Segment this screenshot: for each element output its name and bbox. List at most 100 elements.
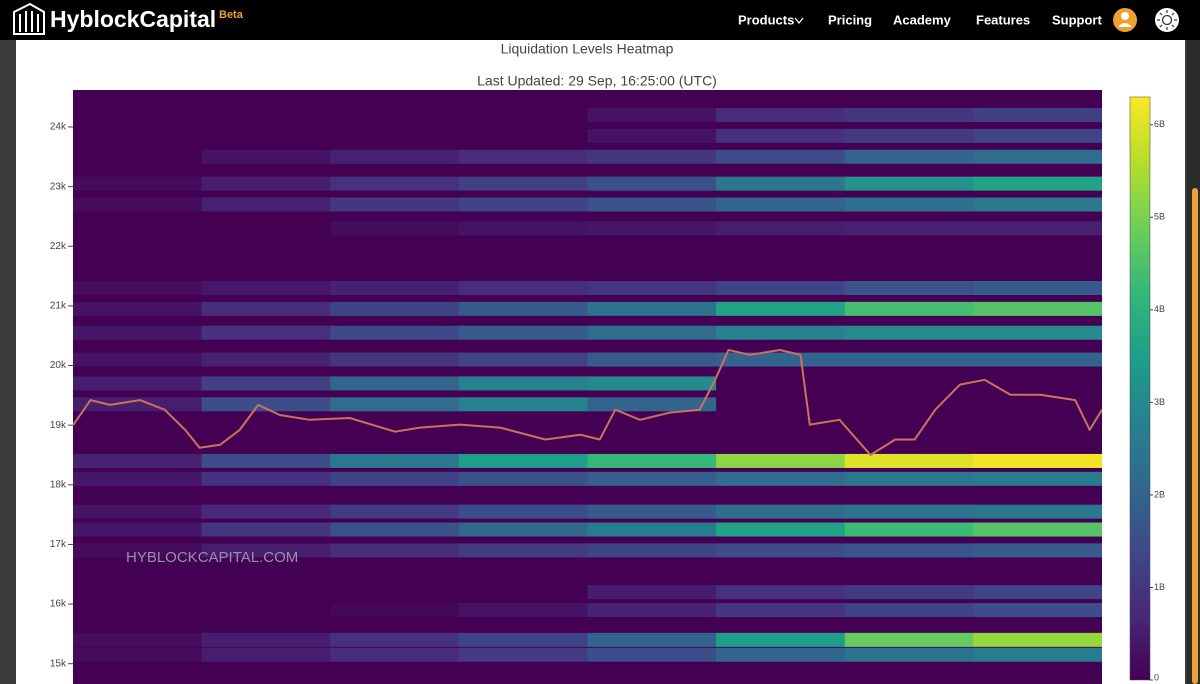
scrollbar-thumb[interactable]: [1192, 188, 1198, 684]
heat-cell: [201, 522, 331, 537]
heat-cell: [844, 471, 974, 486]
heat-cell: [330, 197, 460, 212]
nav-link[interactable]: Products: [738, 12, 794, 27]
heat-cell: [844, 397, 974, 412]
heat-cell: [844, 585, 974, 600]
heat-cell: [973, 221, 1102, 236]
y-tick-label: 24k: [50, 122, 67, 133]
heat-cell: [844, 221, 974, 236]
nav-link[interactable]: Features: [976, 12, 1030, 27]
nav-link[interactable]: Academy: [893, 12, 952, 27]
heat-cell: [201, 397, 331, 412]
heat-cell: [73, 176, 203, 191]
heat-cell: [844, 632, 974, 647]
heat-cell: [587, 471, 717, 486]
heat-cell: [458, 221, 588, 236]
colorbar-tick-label: 5B: [1154, 212, 1165, 222]
chart-subtitle: Last Updated: 29 Sep, 16:25:00 (UTC): [477, 73, 717, 89]
heat-cell: [844, 376, 974, 391]
heat-cell: [716, 301, 846, 316]
heat-cell: [844, 453, 974, 468]
y-tick-label: 20k: [50, 360, 67, 371]
heat-cell: [458, 397, 588, 412]
heat-cell: [73, 221, 203, 236]
heat-cell: [201, 149, 331, 164]
heat-cell: [587, 397, 717, 412]
heat-cell: [201, 632, 331, 647]
heat-cell: [973, 128, 1102, 143]
heat-cell: [973, 197, 1102, 212]
heat-cell: [716, 325, 846, 340]
heat-cell: [330, 128, 460, 143]
logo-icon[interactable]: [13, 2, 45, 35]
heat-cell: [973, 453, 1102, 468]
y-tick-label: 16k: [50, 599, 67, 610]
heat-cell: [458, 471, 588, 486]
heat-cell: [201, 504, 331, 519]
heat-cell: [330, 585, 460, 600]
colorbar: [1129, 96, 1151, 681]
heat-cell: [330, 647, 460, 662]
heat-cell: [716, 632, 846, 647]
heat-cell: [587, 504, 717, 519]
colorbar-tick-label: 4B: [1154, 304, 1165, 314]
heat-cell: [73, 471, 203, 486]
heat-cell: [73, 603, 203, 618]
heat-cell: [458, 543, 588, 558]
heat-cell: [716, 585, 846, 600]
heat-cell: [587, 281, 717, 295]
heat-cell: [458, 376, 588, 391]
y-tick-label: 21k: [50, 301, 67, 312]
heat-cell: [330, 543, 460, 558]
heat-cell: [73, 149, 203, 164]
heat-cell: [458, 176, 588, 191]
dropdown-caret[interactable]: [794, 17, 804, 25]
heat-cell: [458, 149, 588, 164]
heat-cell: [73, 128, 203, 143]
y-tick-label: 23k: [50, 181, 67, 192]
heat-cell: [973, 522, 1102, 537]
heat-cell: [973, 632, 1102, 647]
heat-cell: [716, 108, 846, 123]
heat-cell: [73, 325, 203, 340]
heat-cell: [587, 453, 717, 468]
colorbar-tick-label: 2B: [1154, 489, 1165, 499]
y-tick-label: 18k: [50, 479, 67, 490]
heat-cell: [973, 647, 1102, 662]
user-avatar[interactable]: [1113, 8, 1137, 32]
heat-cell: [973, 108, 1102, 123]
heat-cell: [844, 647, 974, 662]
heat-cell: [844, 108, 974, 123]
heat-cell: [458, 522, 588, 537]
heat-cell: [973, 471, 1102, 486]
heat-cell: [587, 352, 717, 367]
heat-cell: [73, 301, 203, 316]
heat-cell: [973, 149, 1102, 164]
y-tick-label: 17k: [50, 539, 67, 550]
heat-cell: [201, 128, 331, 143]
colorbar-tick-label: 6B: [1154, 119, 1165, 129]
heat-cell: [73, 647, 203, 662]
y-tick-label: 15k: [50, 658, 67, 669]
heat-cell: [73, 504, 203, 519]
heat-cell: [973, 585, 1102, 600]
heat-cell: [716, 522, 846, 537]
heat-cell: [73, 632, 203, 647]
heat-cell: [844, 352, 974, 367]
y-tick-label: 22k: [50, 241, 67, 252]
logo-text[interactable]: HyblockCapital: [50, 6, 216, 32]
heat-cell: [458, 301, 588, 316]
heat-cell: [716, 149, 846, 164]
nav-link[interactable]: Support: [1052, 12, 1102, 27]
heat-cell: [973, 504, 1102, 519]
price-line: [73, 349, 1102, 456]
heat-cell: [587, 325, 717, 340]
heat-cell: [973, 397, 1102, 412]
nav-link[interactable]: Pricing: [828, 12, 872, 27]
heat-cell: [716, 128, 846, 143]
heat-cell: [844, 522, 974, 537]
heat-cell: [330, 603, 460, 618]
theme-toggle[interactable]: [1155, 8, 1179, 32]
heat-cell: [73, 108, 203, 123]
heat-cell: [201, 221, 331, 236]
